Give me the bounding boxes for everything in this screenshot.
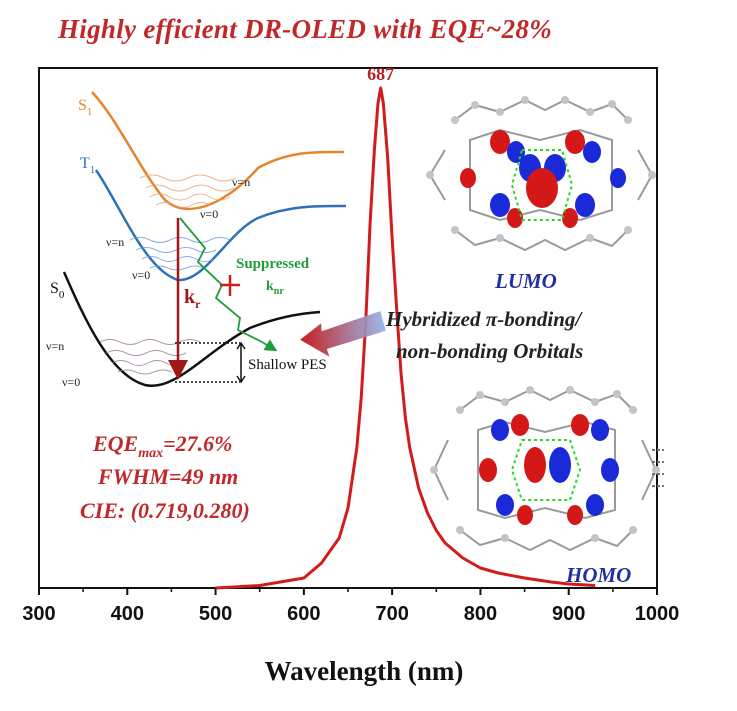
s1-label: S1 bbox=[78, 97, 92, 118]
peak-label: 687 bbox=[367, 64, 394, 84]
homo-molecule-icon bbox=[430, 386, 664, 552]
fwhm-annotation: FWHM=49 nm bbox=[97, 464, 238, 489]
s1-vibrational-levels bbox=[139, 174, 237, 208]
s1-curve bbox=[91, 91, 345, 211]
s0-vn-label: ν=n bbox=[46, 339, 64, 353]
hybridized-line1: Hybridized π-bonding/ bbox=[385, 307, 583, 331]
x-tick-label: 500 bbox=[199, 603, 232, 625]
x-tick-label: 900 bbox=[552, 603, 585, 625]
x-tick-label: 1000 bbox=[635, 603, 680, 625]
hybridized-line2: non-bonding Orbitals bbox=[396, 339, 583, 363]
homo-label: HOMO bbox=[565, 563, 631, 587]
hybridized-arrow bbox=[300, 311, 386, 357]
suppressed-label: Suppressed bbox=[236, 256, 310, 272]
t1-v0-label: ν=0 bbox=[132, 268, 150, 282]
x-axis: 300 400 500 600 700 800 900 1000 bbox=[22, 588, 679, 625]
t1-vibrational-levels bbox=[129, 237, 231, 271]
eqe-annotation: EQEmax=27.6% bbox=[92, 431, 233, 461]
x-tick-label: 700 bbox=[375, 603, 408, 625]
shallow-pes-label: Shallow PES bbox=[248, 357, 327, 373]
t1-vn-label: ν=n bbox=[106, 235, 124, 249]
x-tick-label: 600 bbox=[287, 603, 320, 625]
t1-label: T1 bbox=[80, 155, 95, 176]
s1-vn-label: ν=n bbox=[232, 175, 250, 189]
s1-v0-label: ν=0 bbox=[200, 207, 218, 221]
t1-curve bbox=[94, 169, 347, 282]
s0-label: S0 bbox=[50, 280, 65, 301]
lumo-label: LUMO bbox=[494, 269, 557, 293]
kr-label: kr bbox=[184, 286, 201, 311]
x-tick-label: 400 bbox=[111, 603, 144, 625]
knr-label: knr bbox=[266, 279, 284, 297]
spectrum-line bbox=[215, 86, 596, 590]
s0-vibrational-levels bbox=[99, 339, 201, 375]
figure-title: Highly efficient DR-OLED with EQE~28% bbox=[58, 14, 552, 44]
energy-diagram: S1 T1 S0 ν=n ν=0 ν=n ν=0 ν=n ν=0 kr knr … bbox=[46, 91, 347, 389]
x-tick-label: 800 bbox=[464, 603, 497, 625]
s0-v0-label: ν=0 bbox=[62, 375, 80, 389]
x-tick-label: 300 bbox=[22, 603, 55, 625]
knr-arrow bbox=[179, 217, 278, 352]
lumo-molecule-icon bbox=[426, 96, 656, 252]
x-axis-label: Wavelength (nm) bbox=[265, 656, 464, 686]
cie-annotation: CIE: (0.719,0.280) bbox=[80, 498, 250, 523]
